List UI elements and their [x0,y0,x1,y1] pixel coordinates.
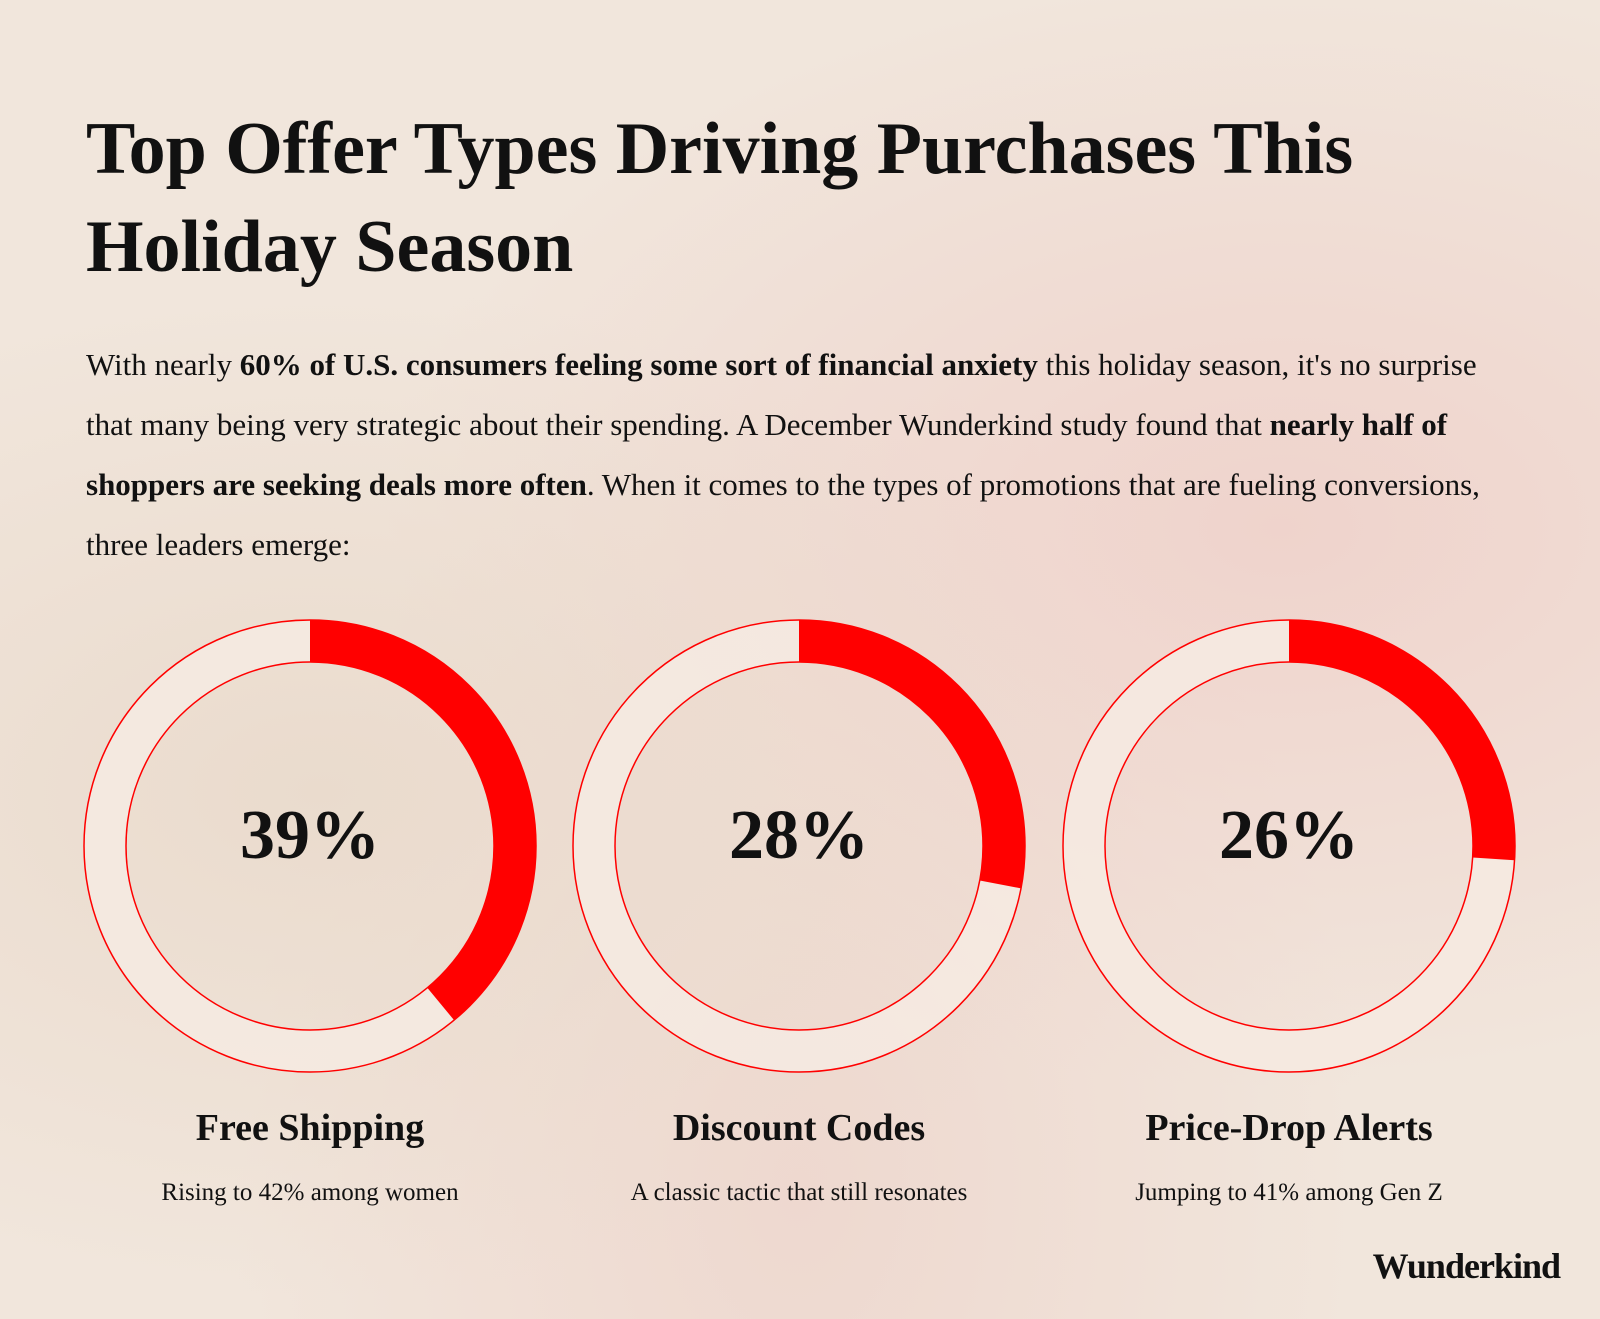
text: this holiday season, it's no surprise th… [86,347,1477,442]
donut-arc [310,620,536,1021]
value-label: 26% [1219,797,1359,874]
brand-logo: Wunderkind [1372,1246,1561,1286]
bold-text: nearly half of shoppers are seeking deal… [86,407,1448,502]
category-name: Free Shipping [196,1107,424,1149]
value-label: 28% [729,797,869,874]
category-note: A classic tactic that still resonates [631,1179,968,1206]
donut-arc [1289,620,1515,861]
donut-arc [799,620,1025,889]
category-name: Price-Drop Alerts [1145,1107,1432,1149]
text: . When it comes to the types of promotio… [86,467,1480,562]
value-label: 39% [240,797,380,874]
category-note: Rising to 42% among women [161,1179,459,1206]
category-name: Discount Codes [673,1107,925,1149]
bold-text: 60% of U.S. consumers feeling some sort … [239,347,1038,382]
title: Top Offer Types Driving Purchases This H… [86,108,1354,288]
intro-paragraph: With nearly 60% of U.S. consumers feelin… [86,335,1526,575]
category-note: Jumping to 41% among Gen Z [1135,1179,1443,1206]
text: With nearly [86,347,240,382]
